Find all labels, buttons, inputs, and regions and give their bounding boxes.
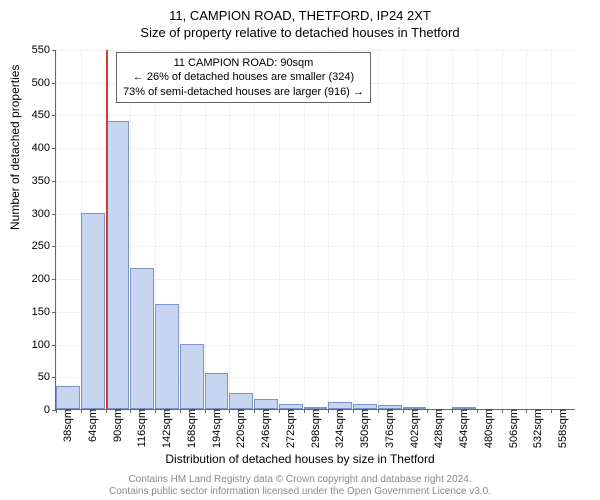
gridline-h — [56, 214, 575, 215]
xtick-label: 506sqm — [502, 409, 520, 448]
y-axis-label: Number of detached properties — [8, 65, 22, 230]
xtick-label: 220sqm — [229, 409, 247, 448]
ytick-label: 550 — [32, 44, 56, 56]
xtick-label: 298sqm — [304, 409, 322, 448]
histogram-bar — [229, 393, 253, 409]
histogram-bar — [403, 407, 427, 409]
gridline-v — [304, 50, 305, 409]
xtick-label: 428sqm — [427, 409, 445, 448]
gridline-h — [56, 50, 575, 51]
ytick-label: 0 — [44, 404, 56, 416]
gridline-v — [56, 50, 57, 409]
ytick-label: 150 — [32, 306, 56, 318]
gridline-v — [526, 50, 527, 409]
histogram-bar — [81, 213, 105, 409]
subtitle: Size of property relative to detached ho… — [0, 23, 600, 40]
ytick-label: 300 — [32, 208, 56, 220]
xtick-label: 480sqm — [477, 409, 495, 448]
ytick-label: 500 — [32, 77, 56, 89]
footer-attribution: Contains HM Land Registry data © Crown c… — [0, 474, 600, 498]
gridline-v — [502, 50, 503, 409]
histogram-bar — [56, 386, 80, 409]
xtick-label: 142sqm — [155, 409, 173, 448]
plot: 05010015020025030035040045050055038sqm64… — [55, 50, 575, 410]
gridline-v — [353, 50, 354, 409]
xtick-label: 64sqm — [81, 409, 99, 442]
x-axis-label: Distribution of detached houses by size … — [0, 452, 600, 466]
histogram-bar — [279, 404, 303, 409]
xtick-label: 454sqm — [452, 409, 470, 448]
gridline-v — [403, 50, 404, 409]
histogram-bar — [452, 407, 476, 409]
xtick-label: 272sqm — [279, 409, 297, 448]
gridline-v — [427, 50, 428, 409]
plot-area: 05010015020025030035040045050055038sqm64… — [55, 50, 575, 410]
ytick-label: 50 — [38, 371, 56, 383]
xtick-label: 38sqm — [56, 409, 74, 442]
footer-line2: Contains public sector information licen… — [0, 486, 600, 498]
gridline-v — [279, 50, 280, 409]
property-marker-line — [106, 50, 108, 409]
ytick-label: 350 — [32, 175, 56, 187]
histogram-bar — [106, 121, 130, 409]
gridline-v — [328, 50, 329, 409]
gridline-h — [56, 181, 575, 182]
address-title: 11, CAMPION ROAD, THETFORD, IP24 2XT — [0, 0, 600, 23]
xtick-label: 168sqm — [180, 409, 198, 448]
xtick-label: 402sqm — [403, 409, 421, 448]
ytick-label: 400 — [32, 142, 56, 154]
gridline-v — [551, 50, 552, 409]
xtick-label: 324sqm — [328, 409, 346, 448]
chart-container: 11, CAMPION ROAD, THETFORD, IP24 2XT Siz… — [0, 0, 600, 500]
gridline-v — [452, 50, 453, 409]
gridline-v — [254, 50, 255, 409]
gridline-h — [56, 148, 575, 149]
histogram-bar — [353, 404, 377, 409]
ytick-label: 200 — [32, 273, 56, 285]
gridline-h — [56, 246, 575, 247]
xtick-label: 90sqm — [106, 409, 124, 442]
footer-line1: Contains HM Land Registry data © Crown c… — [0, 474, 600, 486]
annotation-line: 11 CAMPION ROAD: 90sqm — [123, 56, 364, 70]
xtick-label: 376sqm — [378, 409, 396, 448]
ytick-label: 250 — [32, 240, 56, 252]
xtick-label: 194sqm — [205, 409, 223, 448]
histogram-bar — [378, 405, 402, 409]
histogram-bar — [205, 373, 229, 409]
gridline-v — [378, 50, 379, 409]
histogram-bar — [130, 268, 154, 409]
xtick-label: 532sqm — [526, 409, 544, 448]
histogram-bar — [254, 399, 278, 409]
xtick-label: 558sqm — [551, 409, 569, 448]
ytick-label: 100 — [32, 339, 56, 351]
histogram-bar — [304, 407, 328, 409]
gridline-v — [205, 50, 206, 409]
xtick-label: 116sqm — [130, 409, 148, 447]
annotation-line: ← 26% of detached houses are smaller (32… — [123, 70, 364, 84]
ytick-label: 450 — [32, 109, 56, 121]
xtick-label: 350sqm — [353, 409, 371, 448]
xtick-label: 246sqm — [254, 409, 272, 448]
histogram-bar — [180, 344, 204, 409]
histogram-bar — [155, 304, 179, 409]
gridline-h — [56, 115, 575, 116]
gridline-v — [229, 50, 230, 409]
gridline-v — [477, 50, 478, 409]
histogram-bar — [328, 402, 352, 409]
annotation-box: 11 CAMPION ROAD: 90sqm← 26% of detached … — [116, 52, 371, 103]
annotation-line: 73% of semi-detached houses are larger (… — [123, 85, 364, 99]
